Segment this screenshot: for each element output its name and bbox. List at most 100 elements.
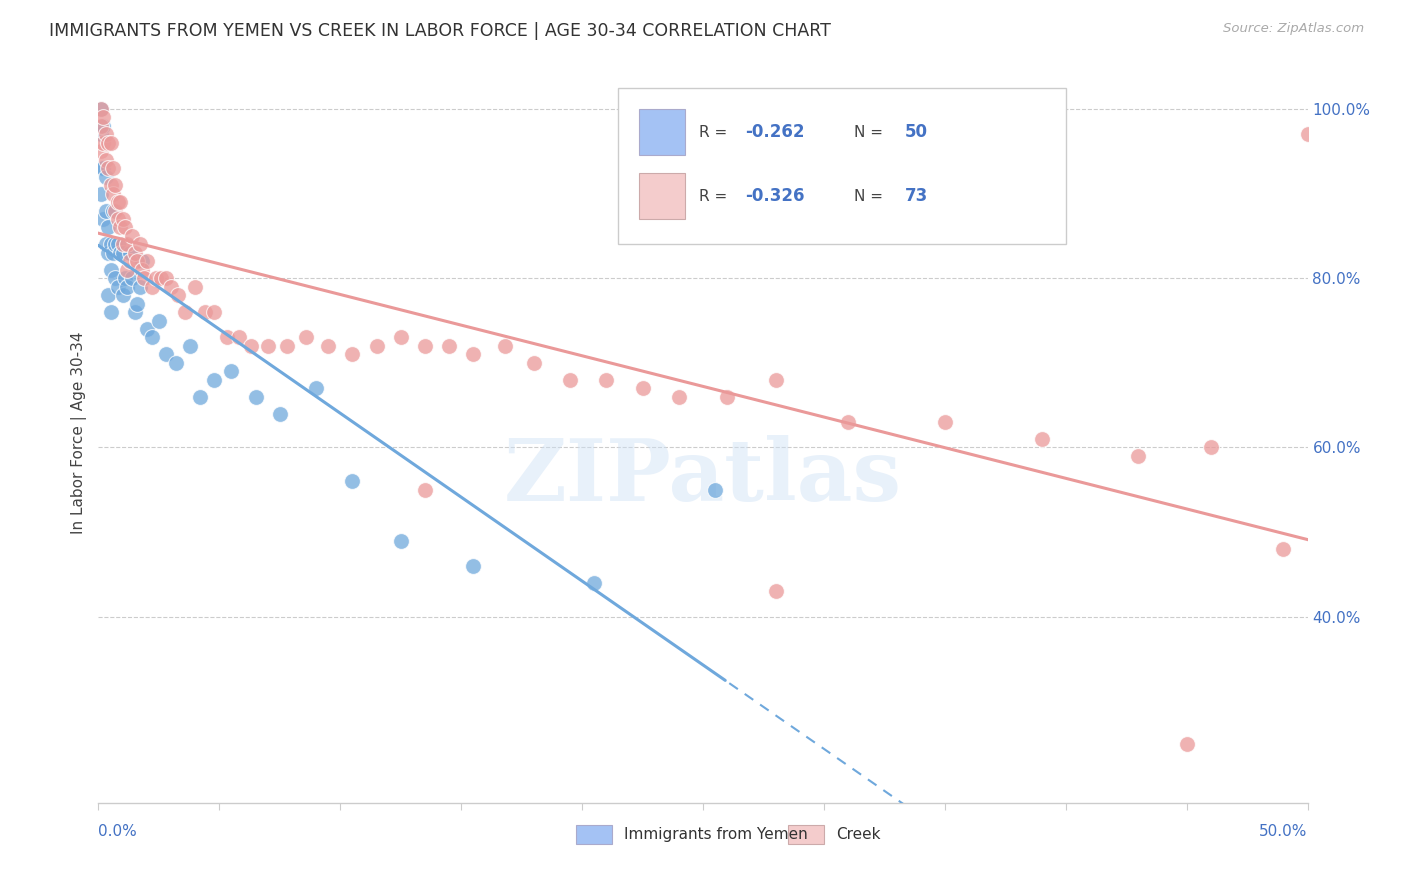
Point (121, 228, 143, 243)
Point (118, 245, 141, 260)
Text: R =: R = (699, 125, 733, 139)
Bar (638, 173, 685, 219)
Point (366, 339, 388, 353)
Point (167, 288, 190, 302)
Point (108, 220, 131, 235)
Point (90, 145, 112, 159)
Point (276, 339, 298, 353)
Point (90, 128, 112, 142)
Point (91, 119, 114, 133)
Point (97, 245, 120, 260)
Point (135, 254, 157, 268)
Text: N =: N = (855, 125, 889, 139)
Point (114, 220, 136, 235)
Point (494, 339, 516, 353)
Point (413, 483, 436, 497)
Text: IMMIGRANTS FROM YEMEN VS CREEK IN LABOR FORCE | AGE 30-34 CORRELATION CHART: IMMIGRANTS FROM YEMEN VS CREEK IN LABOR … (49, 22, 831, 40)
Point (1296, 128, 1319, 142)
Text: 0.0%: 0.0% (98, 824, 138, 839)
Point (342, 347, 364, 361)
Point (194, 305, 217, 319)
Point (228, 330, 250, 344)
Point (934, 415, 956, 429)
Point (127, 296, 149, 310)
Point (111, 211, 134, 226)
Point (1199, 441, 1222, 455)
Point (131, 262, 153, 277)
Point (107, 237, 129, 252)
Point (100, 237, 122, 252)
Point (90, 102, 112, 116)
Point (155, 347, 177, 361)
Point (134, 271, 156, 285)
Text: Source: ZipAtlas.com: Source: ZipAtlas.com (1223, 22, 1364, 36)
Point (90, 119, 112, 133)
Text: -0.326: -0.326 (745, 187, 804, 205)
Point (765, 373, 787, 387)
Point (101, 161, 124, 176)
Point (97, 288, 120, 302)
Point (90, 186, 112, 201)
Text: ZIPatlas: ZIPatlas (503, 435, 903, 519)
Point (100, 305, 122, 319)
Point (765, 584, 787, 599)
Point (583, 575, 606, 590)
Point (160, 279, 183, 293)
Point (111, 288, 134, 302)
Point (145, 271, 167, 285)
Point (148, 313, 170, 327)
Point (117, 262, 139, 277)
Point (91, 111, 114, 125)
Point (1272, 541, 1295, 556)
Point (413, 339, 436, 353)
Point (90, 102, 112, 116)
Point (188, 390, 211, 404)
Point (716, 390, 738, 404)
Point (437, 339, 460, 353)
Point (94, 128, 117, 142)
Point (215, 330, 238, 344)
Point (90, 161, 112, 176)
Point (118, 254, 141, 268)
Point (595, 373, 617, 387)
Point (104, 271, 127, 285)
Point (101, 186, 124, 201)
Point (91, 136, 114, 150)
Point (269, 407, 291, 421)
Text: 50: 50 (905, 123, 928, 141)
Point (127, 254, 149, 268)
Point (100, 136, 122, 150)
Point (239, 339, 262, 353)
Point (94, 153, 117, 167)
Point (155, 271, 177, 285)
Point (668, 390, 690, 404)
Text: R =: R = (699, 189, 733, 204)
Bar (576, 825, 613, 844)
Point (1128, 449, 1150, 463)
Point (97, 220, 120, 235)
Point (124, 245, 146, 260)
Point (463, 347, 485, 361)
Point (100, 262, 122, 277)
Point (1031, 432, 1053, 446)
Text: Immigrants from Yemen: Immigrants from Yemen (624, 827, 808, 842)
Point (165, 356, 187, 370)
Point (221, 364, 243, 378)
Point (141, 330, 163, 344)
Point (91, 211, 114, 226)
Point (179, 339, 201, 353)
Point (463, 558, 485, 573)
Point (256, 339, 278, 353)
Point (704, 483, 727, 497)
Point (111, 237, 134, 252)
Point (141, 279, 163, 293)
FancyBboxPatch shape (619, 88, 1066, 244)
Point (101, 245, 124, 260)
Point (245, 390, 267, 404)
Point (107, 195, 129, 210)
Point (107, 211, 129, 226)
Point (117, 237, 139, 252)
Text: 73: 73 (905, 187, 928, 205)
Point (104, 237, 127, 252)
Text: N =: N = (855, 189, 889, 204)
